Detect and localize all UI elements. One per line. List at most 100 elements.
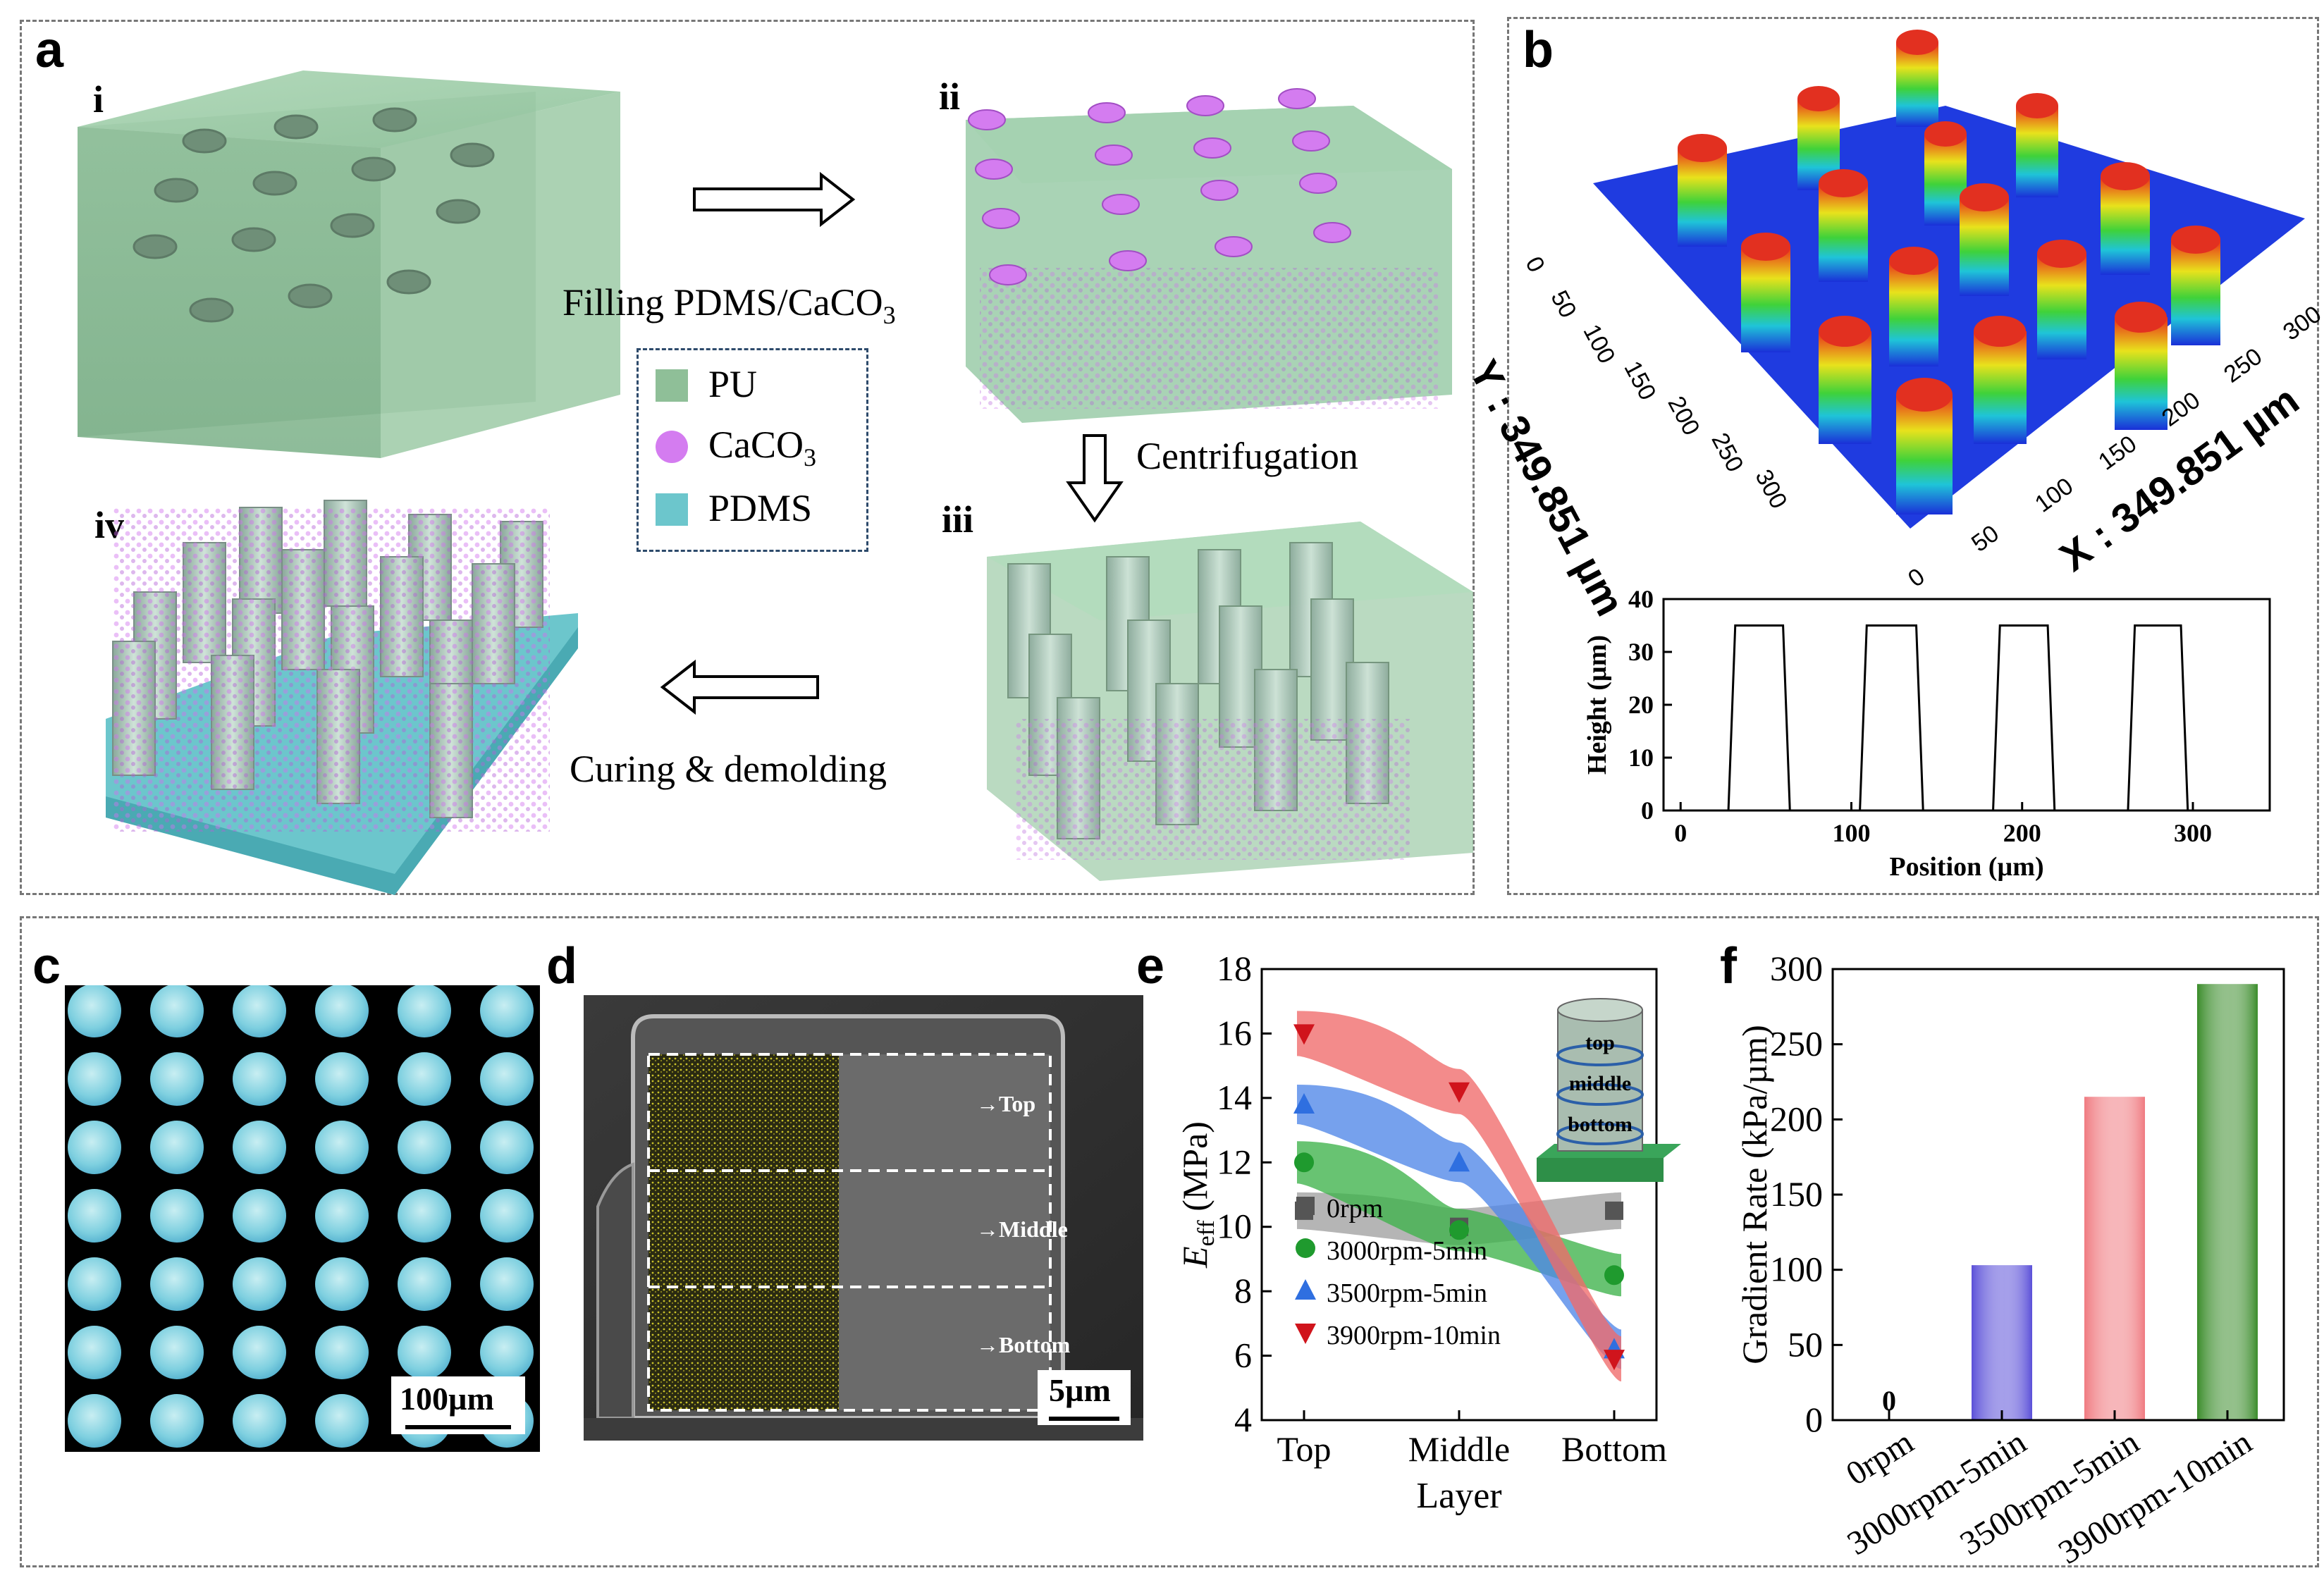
e-y-tick-label: 14	[1217, 1078, 1252, 1117]
inset-layer-label: bottom	[1568, 1113, 1633, 1136]
gradient-rate-chart: 00501001502002503000rpm3000rpm-5min3500r…	[1735, 949, 2285, 1565]
micro-dot	[68, 1121, 121, 1174]
e-y-tick-label: 12	[1217, 1142, 1252, 1181]
profile-y-tick-label: 10	[1628, 744, 1654, 772]
arrow-right	[693, 171, 856, 228]
profile-y-tick-label: 30	[1628, 638, 1654, 666]
e-point-3000rpm-5min	[1449, 1220, 1469, 1240]
e-point-3500rpm-5min	[1293, 1093, 1315, 1114]
legend-swatch-caco3	[656, 431, 688, 463]
micro-dot	[398, 1326, 451, 1379]
e-legend-label: 3900rpm-10min	[1327, 1321, 1501, 1350]
arrow-centrifugation-label: Centrifugation	[1136, 435, 1358, 477]
micro-dot	[150, 1394, 204, 1448]
profile-line	[1680, 624, 2227, 812]
micro-dot	[398, 1121, 451, 1174]
e-x-tick-label: Middle	[1408, 1429, 1510, 1469]
f-y-tick-label: 0	[1805, 1400, 1823, 1439]
e-point-3000rpm-5min	[1604, 1265, 1624, 1286]
micro-dot	[150, 1121, 204, 1174]
scale-bar-c-line	[405, 1425, 511, 1429]
panel-a-illustration	[78, 70, 1473, 895]
step-i-label: i	[93, 78, 104, 121]
e-y-tick-label: 16	[1217, 1013, 1252, 1052]
profile-x-tick-label: 200	[2003, 819, 2041, 847]
label-bottom: →Bottom	[976, 1332, 1071, 1357]
e-point-3000rpm-5min	[1294, 1152, 1314, 1173]
micro-dot	[68, 1052, 121, 1106]
panel-a-frame	[20, 20, 1475, 895]
e-point-3500rpm-5min	[1449, 1151, 1470, 1172]
f-y-tick-label: 150	[1770, 1174, 1823, 1214]
micro-dot	[480, 1326, 534, 1379]
micro-dot	[315, 1189, 369, 1243]
e-y-tick-label: 8	[1234, 1271, 1252, 1310]
micro-dot	[398, 985, 451, 1037]
pu-mold-block-i	[78, 70, 620, 458]
modulus-chart: 4 6 8 10 12 14 16 18 Top Middle Bottom Layer Eeff (M…	[1175, 949, 1681, 1516]
filled-mold-block-ii	[966, 88, 1452, 423]
e-legend-marker-3900rpm-10min	[1295, 1324, 1316, 1344]
micro-dot	[315, 1394, 369, 1448]
e-y-axis-label: Eeff (MPa)	[1175, 1121, 1219, 1269]
micro-dot	[233, 1394, 286, 1448]
step-iii-label: iii	[942, 498, 974, 541]
profile-x-tick-label: 300	[2174, 819, 2212, 847]
e-point-3900rpm-10min	[1449, 1082, 1470, 1103]
f-y-tick-label: 100	[1770, 1250, 1823, 1289]
e-legend-marker-3000rpm-5min	[1296, 1238, 1315, 1258]
e-y-tick-label: 6	[1234, 1336, 1252, 1375]
arrow-down	[1066, 434, 1124, 523]
f-y-tick-label: 50	[1788, 1324, 1823, 1364]
micro-dot	[68, 1394, 121, 1448]
e-y-tick-label: 18	[1217, 949, 1252, 988]
micro-dot	[398, 1052, 451, 1106]
micro-dot	[480, 1257, 534, 1311]
panel-f-label: f	[1720, 938, 1737, 994]
sem-cross-section	[584, 995, 1143, 1441]
e-y-tick-label: 10	[1217, 1207, 1252, 1246]
profile-frame	[1662, 598, 2271, 812]
profile-x-tick-label: 0	[1674, 819, 1687, 847]
optical-micrograph	[65, 985, 540, 1452]
e-x-tick-label: Bottom	[1561, 1429, 1667, 1469]
panel-b-frame	[1507, 17, 2319, 895]
bar-sheen-3500rpm-5min	[2084, 1097, 2145, 1420]
profile-x-tick-label: 100	[1832, 819, 1870, 847]
label-middle: →Middle	[976, 1216, 1068, 1242]
legend-box	[637, 348, 868, 552]
scale-bar-c	[391, 1376, 525, 1434]
micro-dot	[150, 1257, 204, 1311]
height-profile-chart: 0 10 20 30 40 0 100 200 300 Position (µm) Height (…	[1582, 585, 2271, 882]
scale-bar-c-label: 100µm	[400, 1381, 494, 1417]
panel-e-label: e	[1136, 938, 1165, 994]
bar-sheen-3900rpm-10min	[2197, 984, 2258, 1420]
micro-dot	[233, 985, 286, 1037]
e-x-axis-label: Layer	[1416, 1476, 1501, 1516]
micro-dot	[480, 1121, 534, 1174]
f-y-axis-label: Gradient Rate (kPa/µm)	[1735, 1025, 1774, 1364]
label-top: →Top	[976, 1091, 1036, 1116]
micro-dot	[315, 985, 369, 1037]
inset-layer-label: middle	[1569, 1072, 1631, 1095]
panel-c-label: c	[32, 938, 61, 994]
arrow-left	[660, 659, 819, 715]
micro-dot	[68, 1257, 121, 1311]
e-point-0rpm	[1605, 1201, 1623, 1220]
legend-swatch-pu	[656, 369, 688, 402]
micro-dot	[150, 1189, 204, 1243]
e-legend-label: 3500rpm-5min	[1327, 1278, 1487, 1308]
micro-dot	[150, 1326, 204, 1379]
legend-label-caco3: CaCO3	[708, 424, 816, 471]
micro-dot	[233, 1326, 286, 1379]
micro-dot	[315, 1052, 369, 1106]
e-legend-label: 3000rpm-5min	[1327, 1236, 1487, 1266]
bar-data-label: 0	[1882, 1385, 1896, 1417]
panel-d-label: d	[546, 938, 577, 994]
legend-swatch-pdms	[656, 493, 688, 526]
e-y-tick-label: 4	[1234, 1400, 1252, 1439]
micro-dot	[233, 1121, 286, 1174]
f-y-tick-label: 200	[1770, 1099, 1823, 1138]
micro-dot	[398, 1189, 451, 1243]
micro-dot	[68, 985, 121, 1037]
